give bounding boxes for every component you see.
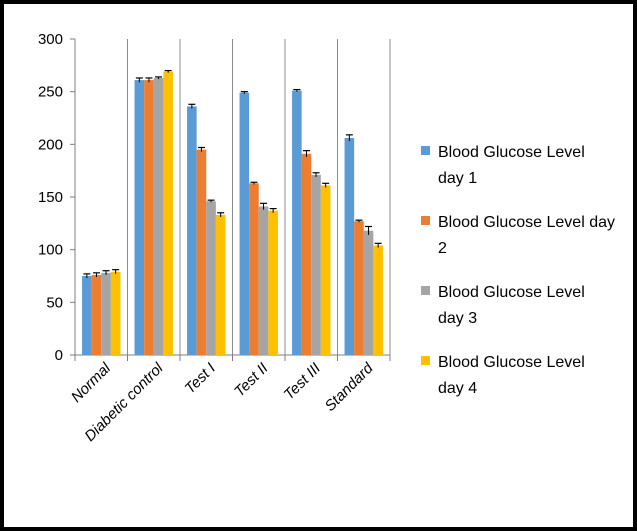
legend-swatch [421,286,430,295]
bar [153,77,164,356]
bar [82,276,92,355]
bar [258,206,269,355]
legend-label: day 3 [438,310,477,327]
legend-swatch [421,146,430,155]
bar [292,90,302,355]
bar [206,201,216,355]
y-tick-label: 0 [55,347,63,364]
bar [344,138,355,355]
y-tick-label: 300 [38,31,63,48]
bar [354,221,364,355]
legend-label: Blood Glucose Level [438,144,585,161]
bar [373,245,383,355]
legend-label: Blood Glucose Level [438,284,585,301]
legend-label: 2 [438,240,447,257]
y-tick-label: 250 [38,84,63,101]
bar [239,92,250,355]
bar [110,271,121,355]
legend-swatch [421,356,430,365]
legend-swatch [421,216,430,225]
y-tick-label: 100 [38,242,63,259]
legend: Blood Glucose Level day 1 Blood Glucose Le… [421,144,615,397]
y-tick-label: 50 [46,294,63,311]
bar [301,153,312,355]
bar [101,272,111,355]
bar [163,71,173,356]
bar [249,183,259,355]
bar [320,185,331,355]
bar [91,274,102,355]
bar [363,230,374,355]
legend-label: day 1 [438,170,477,187]
legend-label: Blood Glucose Level day [438,214,615,231]
legend-label: Blood Glucose Level [438,354,585,371]
y-tick-label: 200 [38,136,63,153]
y-tick-label: 150 [38,189,63,206]
bar [187,106,197,355]
bar [311,174,321,355]
bar [215,214,226,355]
bar [268,210,278,355]
bar [134,80,145,355]
legend-label: day 4 [438,380,477,397]
bar [144,80,154,355]
bar [196,149,207,355]
